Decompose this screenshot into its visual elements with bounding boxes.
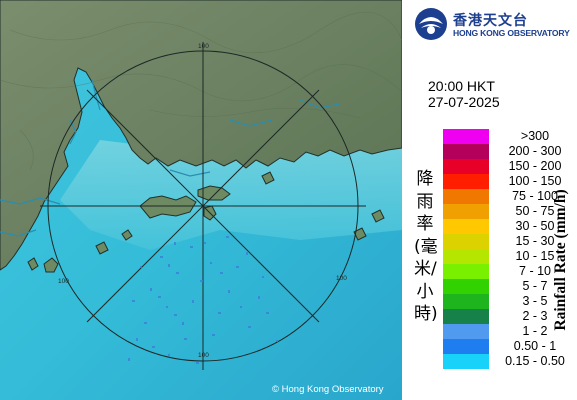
legend-swatch: [443, 204, 489, 219]
observation-time: 20:00 HKT: [428, 78, 495, 94]
legend-label: 100 - 150: [508, 174, 562, 188]
hko-logo: 香港天文台 HONG KONG OBSERVATORY: [414, 7, 574, 43]
hko-name-chinese: 香港天文台: [453, 13, 528, 29]
legend-label: 200 - 300: [508, 144, 562, 158]
legend-row: 75 - 100: [443, 189, 573, 204]
legend-label: 2 - 3: [522, 309, 548, 323]
legend-label: >300: [520, 129, 550, 143]
legend-row: 0.50 - 1: [443, 339, 573, 354]
legend-swatch: [443, 279, 489, 294]
west-islands: [27, 229, 133, 273]
legend-label: 3 - 5: [522, 294, 548, 308]
radar-map-canvas: 100 100 100 100: [0, 0, 402, 400]
legend-swatch: [443, 339, 489, 354]
legend-swatch: [443, 294, 489, 309]
legend-panel: 香港天文台 HONG KONG OBSERVATORY 20:00 HKT 27…: [402, 0, 577, 400]
legend-label: 75 - 100: [512, 189, 558, 203]
legend-row: 5 - 7: [443, 279, 573, 294]
legend-swatch: [443, 159, 489, 174]
lantau-island: [139, 195, 197, 219]
range-label-north: 100: [198, 43, 209, 50]
legend-row: 100 - 150: [443, 174, 573, 189]
legend-swatch: [443, 234, 489, 249]
legend-swatch: [443, 219, 489, 234]
mainland-land: [0, 0, 402, 271]
legend-row: 3 - 5: [443, 294, 573, 309]
legend-row: 150 - 200: [443, 159, 573, 174]
hko-name-english: HONG KONG OBSERVATORY: [453, 28, 570, 38]
shallow-water: [60, 140, 402, 250]
legend-label: 0.50 - 1: [513, 339, 557, 353]
legend-row: 15 - 30: [443, 234, 573, 249]
rain-echoes: [128, 236, 278, 364]
range-label-east: 100: [336, 275, 347, 282]
hko-emblem-icon: [415, 8, 447, 40]
legend-label: 1 - 2: [522, 324, 548, 338]
observation-date: 27-07-2025: [428, 94, 500, 110]
rivers: [0, 79, 341, 237]
legend-row: 200 - 300: [443, 144, 573, 159]
rainfall-rate-legend: >300 200 - 300 150 - 200 100 - 150 75 - …: [443, 129, 573, 369]
range-label-south: 100: [198, 352, 209, 359]
legend-label: 50 - 75: [515, 204, 555, 218]
legend-row: 30 - 50: [443, 219, 573, 234]
legend-swatch: [443, 129, 489, 144]
legend-swatch: [443, 249, 489, 264]
legend-label: 15 - 30: [515, 234, 555, 248]
range-ring-labels: 100 100 100 100: [58, 43, 347, 359]
legend-swatch: [443, 144, 489, 159]
legend-label: 0.15 - 0.50: [505, 354, 565, 368]
land-texture: [0, 11, 402, 171]
legend-row: 0.15 - 0.50: [443, 354, 573, 369]
legend-swatch: [443, 264, 489, 279]
hong-kong-island: [197, 185, 231, 201]
legend-title-chinese: 降雨率(毫米/小時): [414, 169, 438, 324]
legend-label: 10 - 15: [515, 249, 555, 263]
legend-swatch: [443, 354, 489, 369]
legend-row: >300: [443, 129, 573, 144]
legend-swatch: [443, 174, 489, 189]
legend-label: 7 - 10: [519, 264, 551, 278]
legend-swatch: [443, 309, 489, 324]
legend-label: 5 - 7: [522, 279, 548, 293]
east-islands: [261, 171, 385, 241]
legend-label: 30 - 50: [515, 219, 555, 233]
radar-map: 100 100 100 100 © Hong Kong Observato: [0, 0, 402, 400]
legend-row: 10 - 15: [443, 249, 573, 264]
legend-row: 2 - 3: [443, 309, 573, 324]
legend-swatch: [443, 189, 489, 204]
legend-label: 150 - 200: [508, 159, 562, 173]
copyright-notice: © Hong Kong Observatory: [272, 384, 384, 395]
legend-swatch: [443, 324, 489, 339]
range-rings: [40, 42, 366, 370]
range-label-west: 100: [58, 278, 69, 285]
legend-row: 7 - 10: [443, 264, 573, 279]
legend-row: 50 - 75: [443, 204, 573, 219]
legend-row: 1 - 2: [443, 324, 573, 339]
